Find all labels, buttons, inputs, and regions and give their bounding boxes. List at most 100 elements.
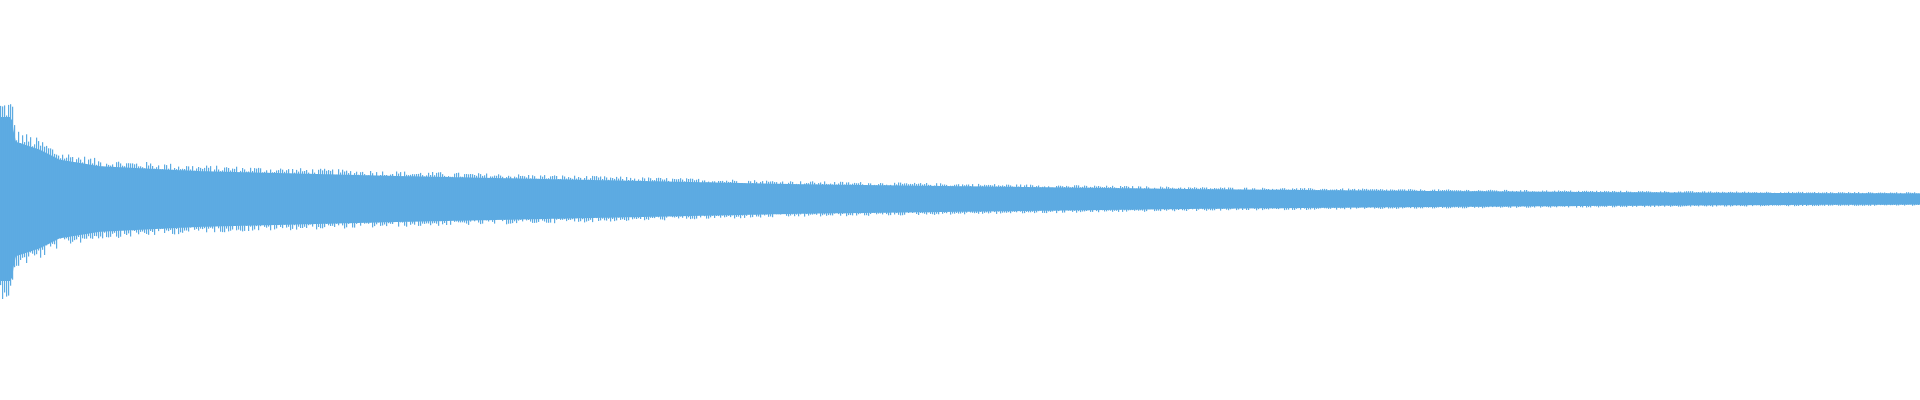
- waveform-sample-bar: [494, 175, 496, 224]
- waveform-sample-bar: [1096, 186, 1098, 212]
- waveform-sample-bar: [1088, 187, 1090, 211]
- waveform-sample-bar: [782, 181, 784, 214]
- waveform-sample-bar: [10, 104, 12, 286]
- waveform-sample-bar: [1602, 191, 1604, 207]
- waveform-sample-bar: [1626, 190, 1628, 208]
- waveform-sample-bar: [1106, 185, 1108, 212]
- waveform-sample-bar: [452, 176, 454, 221]
- waveform-sample-bar: [1630, 191, 1632, 206]
- waveform-sample-bar: [1302, 188, 1304, 208]
- waveform-sample-bar: [950, 185, 952, 215]
- waveform-sample-bar: [1516, 191, 1518, 208]
- waveform-sample-bar: [1240, 189, 1242, 209]
- waveform-sample-bar: [1176, 188, 1178, 210]
- waveform-sample-bar: [1646, 191, 1648, 206]
- waveform-sample-bar: [1146, 186, 1148, 212]
- waveform-sample-bar: [932, 186, 934, 215]
- waveform-sample-bar: [720, 181, 722, 218]
- waveform-sample-bar: [1412, 189, 1414, 207]
- waveform-sample-bar: [1306, 189, 1308, 210]
- waveform-sample-bar: [1232, 187, 1234, 209]
- waveform-sample-bar: [828, 184, 830, 216]
- waveform-sample-bar: [928, 184, 930, 213]
- waveform-sample-bar: [824, 181, 826, 215]
- waveform-sample-bar: [164, 164, 166, 233]
- waveform-sample-bar: [1228, 187, 1230, 211]
- waveform-sample-bar: [1458, 190, 1460, 208]
- waveform-sample-bar: [1376, 189, 1378, 208]
- waveform-sample-bar: [1428, 191, 1430, 208]
- waveform-sample-bar: [1386, 189, 1388, 208]
- waveform-sample-bar: [1888, 193, 1890, 205]
- waveform-sample-bar: [520, 176, 522, 220]
- waveform-sample-bar: [514, 176, 516, 222]
- waveform-sample-bar: [500, 175, 502, 220]
- waveform-sample-bar: [224, 167, 226, 233]
- waveform-sample-bar: [328, 170, 330, 226]
- waveform-sample-bar: [1756, 192, 1758, 206]
- waveform-sample-bar: [394, 176, 396, 222]
- waveform-sample-bar: [576, 178, 578, 219]
- waveform-sample-bar: [792, 181, 794, 215]
- waveform-sample-bar: [226, 167, 228, 229]
- waveform-sample-bar: [768, 181, 770, 217]
- waveform-sample-bar: [988, 184, 990, 214]
- waveform-sample-bar: [1660, 191, 1662, 206]
- waveform-sample-bar: [1164, 188, 1166, 211]
- waveform-sample-bar: [1140, 186, 1142, 211]
- waveform-sample-bar: [88, 159, 90, 237]
- waveform-sample-bar: [246, 171, 248, 226]
- waveform-sample-bar: [670, 181, 672, 217]
- waveform-sample-bar: [268, 173, 270, 227]
- waveform-sample-bar: [1746, 192, 1748, 207]
- waveform-sample-bar: [1638, 191, 1640, 206]
- waveform-sample-bar: [916, 184, 918, 214]
- waveform-sample-bar: [1840, 192, 1842, 206]
- waveform-sample-bar: [128, 163, 130, 234]
- waveform-sample-bar: [894, 182, 896, 215]
- waveform-sample-bar: [1010, 185, 1012, 214]
- waveform-sample-bar: [1568, 191, 1570, 208]
- waveform-sample-bar: [1312, 188, 1314, 209]
- waveform-sample-bar: [326, 170, 328, 224]
- waveform-sample-bar: [634, 178, 636, 219]
- waveform-sample-bar: [336, 174, 338, 224]
- waveform-sample-bar: [1482, 190, 1484, 209]
- waveform-sample-bar: [1290, 189, 1292, 208]
- waveform-sample-bar: [1442, 190, 1444, 208]
- waveform-sample-bar: [272, 172, 274, 225]
- waveform-sample-bar: [1878, 192, 1880, 205]
- waveform-sample-bar: [1120, 186, 1122, 210]
- waveform-sample-bar: [1518, 191, 1520, 208]
- waveform-sample-bar: [1154, 187, 1156, 212]
- waveform-sample-bar: [1736, 191, 1738, 206]
- waveform-sample-bar: [800, 181, 802, 215]
- waveform-sample-bar: [284, 171, 286, 225]
- waveform-sample-bar: [1822, 192, 1824, 206]
- waveform-sample-bar: [1394, 189, 1396, 208]
- waveform-sample-bar: [34, 144, 36, 256]
- waveform-sample-bar: [1092, 187, 1094, 212]
- waveform-sample-bar: [80, 159, 82, 243]
- waveform-sample-bar: [1848, 192, 1850, 206]
- waveform-sample-bar: [1408, 189, 1410, 208]
- waveform-sample-bar: [426, 175, 428, 224]
- waveform-sample-bar: [418, 173, 420, 226]
- waveform-sample-bar: [484, 175, 486, 220]
- waveform-sample-bar: [1094, 185, 1096, 210]
- waveform-sample-bar: [1358, 189, 1360, 209]
- waveform-sample-bar: [316, 174, 318, 230]
- waveform-sample-bar: [750, 181, 752, 218]
- waveform-sample-bar: [86, 164, 88, 239]
- waveform-sample-bar: [1142, 188, 1144, 211]
- waveform-sample-bar: [1716, 191, 1718, 207]
- waveform-sample-bar: [1158, 188, 1160, 211]
- waveform-sample-bar: [1560, 191, 1562, 207]
- waveform-sample-bar: [1380, 189, 1382, 209]
- waveform-sample-bar: [1344, 190, 1346, 210]
- waveform-sample-bar: [62, 154, 64, 238]
- waveform-sample-bar: [934, 185, 936, 215]
- waveform-sample-bar: [1384, 190, 1386, 209]
- waveform-sample-bar: [1886, 193, 1888, 206]
- waveform-sample-bar: [1364, 189, 1366, 209]
